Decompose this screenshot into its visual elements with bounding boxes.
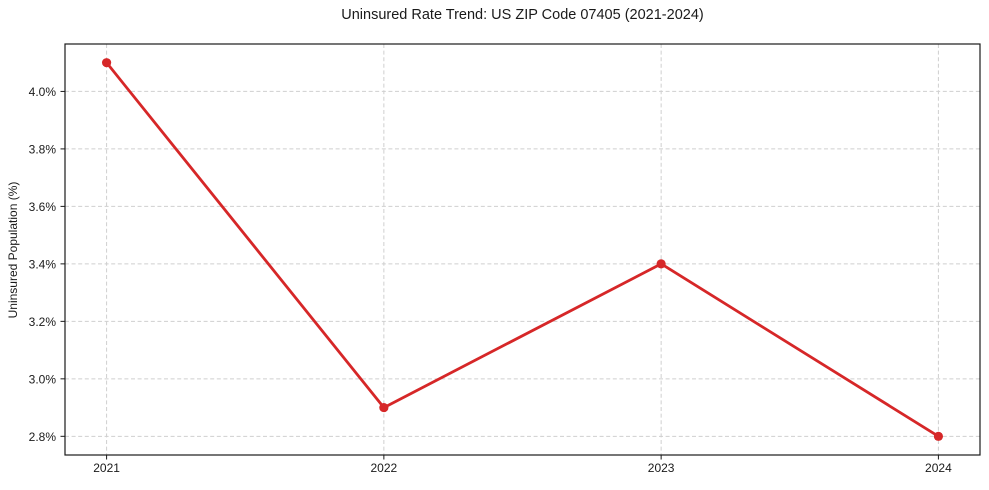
plot-border [64, 43, 981, 456]
y-tick-label: 3.4% [29, 257, 57, 271]
data-point-marker [656, 259, 666, 269]
y-tick-label: 3.6% [29, 200, 57, 214]
y-tick-label: 3.8% [29, 142, 57, 156]
data-point-marker [379, 402, 389, 413]
data-point-marker [933, 431, 944, 441]
chart-title: Uninsured Rate Trend: US ZIP Code 07405 … [341, 7, 704, 23]
x-tick-label: 2023 [648, 461, 675, 475]
x-tick-label: 2024 [925, 461, 952, 475]
y-tick-label: 3.2% [29, 315, 57, 329]
trend-line [105, 61, 940, 438]
y-tick-label: 3.0% [29, 372, 57, 386]
data-point-marker [101, 58, 112, 68]
x-tick-label: 2022 [371, 461, 398, 475]
y-tick-label: 4.0% [29, 85, 57, 99]
x-tick-label: 2021 [93, 461, 120, 475]
y-tick-label: 2.8% [29, 430, 57, 444]
